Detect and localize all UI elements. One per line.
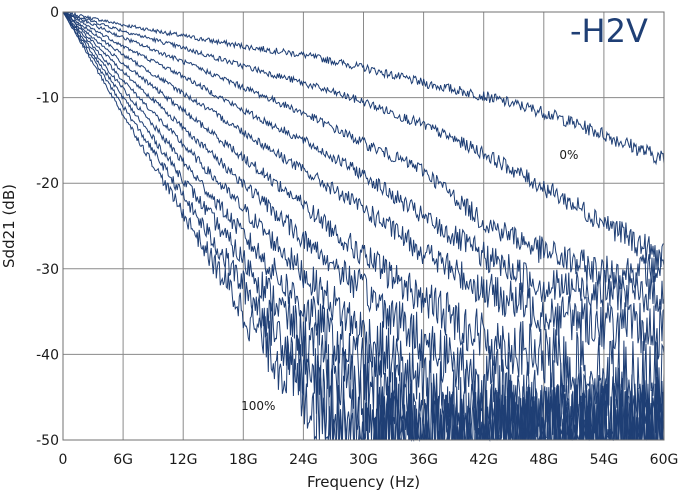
x-tick-label: 24G: [289, 452, 318, 468]
annotations: -H2V 0% 100%: [241, 12, 648, 413]
chart-tag-label: -H2V: [570, 12, 648, 50]
series-line: [62, 11, 665, 291]
x-tick-label: 36G: [409, 452, 438, 468]
series-line: [62, 11, 665, 166]
y-tick-label: -50: [36, 433, 59, 449]
y-tick-label: -10: [36, 91, 59, 107]
y-tick-label: 0: [50, 5, 59, 21]
series-line: [62, 11, 665, 360]
x-axis-label: Frequency (Hz): [307, 473, 420, 491]
series-line: [62, 11, 665, 414]
x-tick-label: 18G: [229, 452, 258, 468]
series-line: [62, 11, 665, 313]
x-tick-labels: 0 6G 12G 18G 24G 30G 36G 42G 48G 54G 60G: [59, 452, 679, 468]
x-tick-label: 30G: [349, 452, 378, 468]
series-annotation: 0%: [559, 148, 578, 162]
y-tick-label: -40: [36, 347, 59, 363]
series-annotation: 100%: [241, 399, 275, 413]
y-tick-labels: 0 -10 -20 -30 -40 -50: [36, 5, 59, 449]
x-tick-label: 42G: [469, 452, 498, 468]
x-tick-label: 0: [59, 452, 68, 468]
x-tick-label: 12G: [169, 452, 198, 468]
y-axis-label: Sdd21 (dB): [0, 184, 18, 268]
x-tick-label: 48G: [529, 452, 558, 468]
x-tick-label: 54G: [590, 452, 619, 468]
y-tick-label: -30: [36, 262, 59, 278]
x-tick-label: 6G: [113, 452, 133, 468]
x-tick-label: 60G: [650, 452, 679, 468]
series-line: [62, 11, 665, 271]
plot-frame: [62, 11, 665, 441]
y-tick-label: -20: [36, 176, 59, 192]
